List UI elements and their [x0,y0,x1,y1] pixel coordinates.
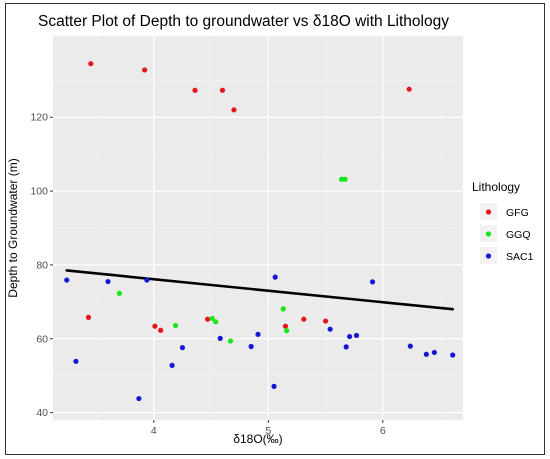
point-gfg [301,316,307,322]
point-sac1 [73,358,79,364]
point-gfg [192,87,198,93]
point-gfg [88,61,94,67]
point-sac1 [271,383,277,389]
point-gfg [205,316,211,322]
axis-ticks: 4 5 6 40 60 80 100 120 [30,112,385,437]
x-tick-label: 6 [380,425,386,437]
point-sac1 [369,279,376,285]
x-tick-label: 4 [151,425,157,437]
legend-marker-gfg [485,209,492,215]
point-sac1 [136,395,142,402]
legend-label-gfg: GFG [506,207,529,219]
point-ggq [284,328,290,334]
trend-line [65,269,454,311]
point-sac1 [105,278,111,285]
point-sac1 [179,345,186,351]
minor-gridlines [53,36,463,420]
x-tick-label: 5 [265,425,271,437]
legend-marker-sac1 [485,253,492,259]
x-axis-title: δ18O(‰) [233,432,282,446]
y-tick-label: 40 [36,407,48,419]
point-ggq [342,176,348,182]
point-gfg [231,107,237,113]
point-ggq [172,322,179,329]
point-gfg [219,87,226,93]
point-gfg [158,327,164,333]
point-sac1 [255,331,261,337]
point-ggq [213,319,219,325]
point-gfg [322,318,329,324]
legend-title: Lithology [472,180,520,194]
point-sac1 [343,344,349,350]
point-ggq [227,338,234,344]
point-sac1 [248,343,254,350]
point-gfg [142,67,148,73]
point-sac1 [450,352,456,358]
y-tick-label: 120 [30,112,48,124]
point-sac1 [327,326,333,332]
point-sac1 [169,362,175,368]
point-sac1 [272,274,278,280]
point-sac1 [144,277,150,283]
trend-layer [65,269,454,311]
point-sac1 [423,351,429,357]
legend: GFG GGQ SAC1 [480,203,534,264]
legend-label-ggq: GGQ [506,229,531,241]
point-sac1 [407,343,413,349]
point-sac1 [353,332,360,339]
legend-marker-ggq [485,231,492,237]
y-tick-label: 100 [30,186,48,198]
point-gfg [282,323,289,329]
y-tick-label: 80 [36,259,48,271]
chart-title: Scatter Plot of Depth to groundwater vs … [38,13,449,30]
point-ggq [209,315,215,322]
legend-label-sac1: SAC1 [506,251,534,263]
point-gfg [152,323,158,329]
point-ggq [116,290,123,296]
point-sac1 [347,333,353,340]
point-ggq [280,306,286,312]
y-tick-label: 60 [36,333,48,345]
y-axis-title: Depth to Groundwater (m) [6,158,20,297]
point-sac1 [64,277,70,283]
point-sac1 [217,335,223,341]
points-layer [64,61,456,402]
point-gfg [85,314,92,320]
point-sac1 [431,349,437,356]
point-gfg [406,86,412,92]
major-gridlines [53,36,463,420]
